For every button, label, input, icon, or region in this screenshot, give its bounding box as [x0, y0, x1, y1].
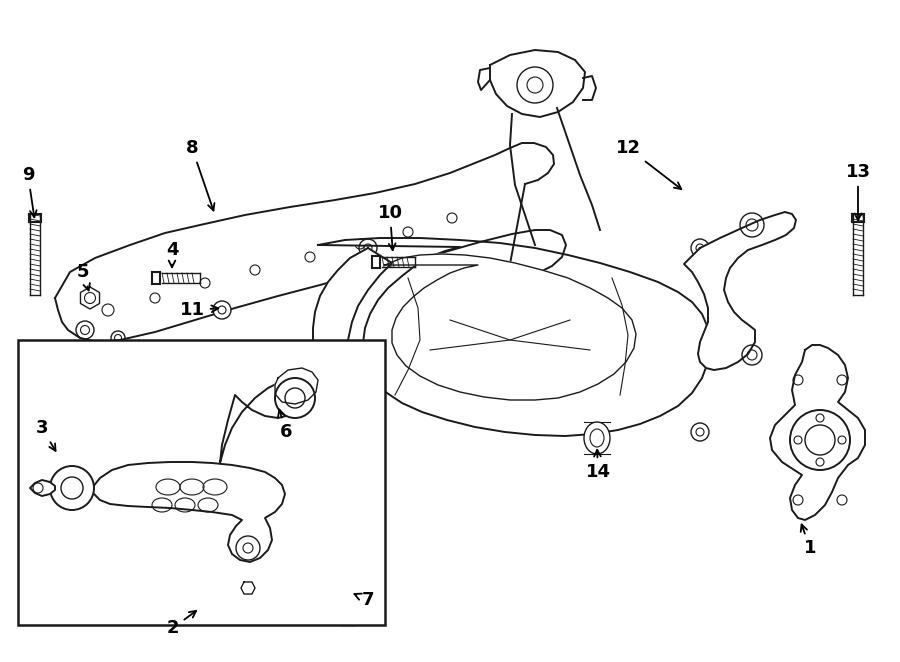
Circle shape	[275, 378, 315, 418]
Polygon shape	[770, 345, 865, 520]
Text: 10: 10	[377, 204, 402, 250]
Text: 5: 5	[76, 263, 90, 291]
Text: 7: 7	[355, 591, 374, 609]
Text: 6: 6	[278, 410, 293, 441]
Text: 13: 13	[845, 163, 870, 220]
Polygon shape	[220, 380, 308, 463]
Polygon shape	[490, 50, 585, 117]
Text: 12: 12	[616, 139, 681, 189]
Polygon shape	[92, 462, 285, 562]
Text: 4: 4	[166, 241, 178, 267]
Text: 1: 1	[801, 524, 816, 557]
Circle shape	[50, 466, 94, 510]
Text: 11: 11	[180, 301, 218, 319]
Polygon shape	[275, 368, 318, 404]
Text: 14: 14	[586, 449, 610, 481]
Text: 3: 3	[36, 419, 56, 451]
Polygon shape	[241, 582, 255, 594]
Polygon shape	[313, 248, 392, 420]
Text: 9: 9	[22, 166, 37, 217]
Text: 2: 2	[166, 611, 196, 637]
Polygon shape	[385, 254, 636, 400]
Polygon shape	[684, 212, 796, 370]
Circle shape	[213, 301, 231, 319]
Polygon shape	[80, 287, 100, 309]
Polygon shape	[30, 480, 55, 496]
Bar	[18, 340, 385, 625]
Text: 8: 8	[185, 139, 214, 211]
Polygon shape	[318, 238, 710, 436]
Ellipse shape	[584, 422, 610, 454]
